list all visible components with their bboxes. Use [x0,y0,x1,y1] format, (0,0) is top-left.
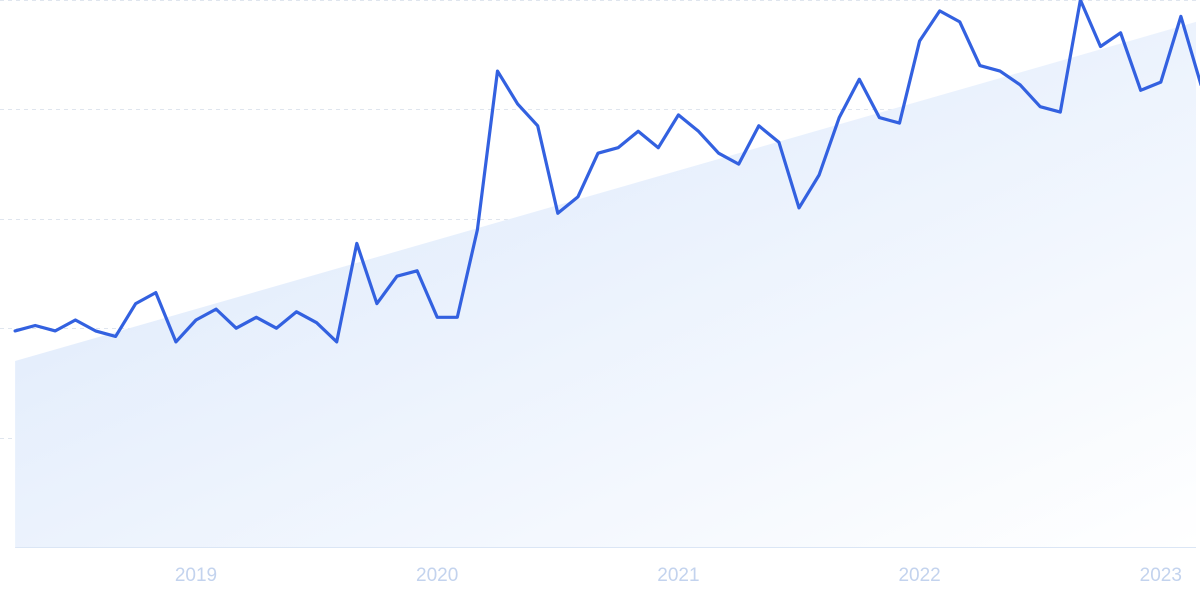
x-tick-label-2020: 2020 [416,565,458,586]
series-line [13,0,1200,344]
trend-area-group [15,21,1197,547]
trend-area [15,21,1197,547]
x-tick-label-2023: 2023 [1140,565,1182,586]
x-axis: 2019 2020 2021 2022 2023 [15,547,1196,586]
series-group [13,0,1200,344]
x-tick-label-2021: 2021 [657,565,699,586]
x-tick-label-2019: 2019 [175,565,217,586]
x-tick-label-2022: 2022 [898,565,940,586]
